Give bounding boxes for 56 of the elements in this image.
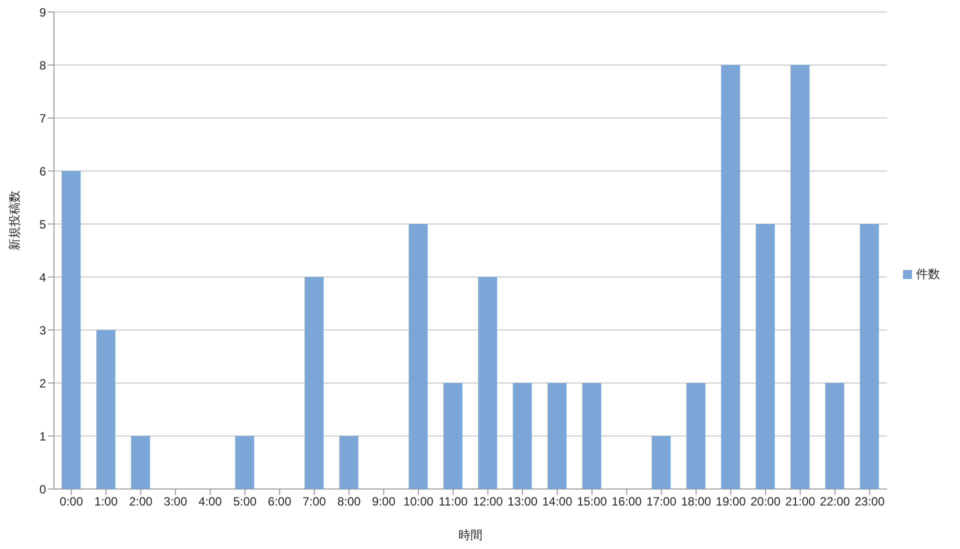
x-tick-label: 21:00 xyxy=(785,494,816,509)
x-tick-label: 13:00 xyxy=(508,494,538,509)
x-tick-label: 20:00 xyxy=(750,494,781,509)
x-tick-label: 19:00 xyxy=(716,494,746,509)
bar xyxy=(512,383,532,489)
x-tick-label: 1:00 xyxy=(94,494,118,509)
y-tick-label: 4 xyxy=(39,270,46,284)
y-tick-label: 6 xyxy=(39,164,46,178)
bar xyxy=(721,65,740,489)
x-tick-label: 5:00 xyxy=(233,494,257,509)
x-tick-label: 12:00 xyxy=(472,494,504,509)
bar xyxy=(339,436,358,489)
y-tick-label: 2 xyxy=(39,376,46,390)
bar xyxy=(443,383,462,489)
x-tick-label: 8:00 xyxy=(337,494,362,509)
y-tick-label: 1 xyxy=(39,429,46,444)
x-tick-label: 10:00 xyxy=(403,494,434,509)
bar xyxy=(131,436,150,489)
bar xyxy=(304,277,324,489)
y-tick-label: 7 xyxy=(39,111,46,126)
x-axis-title: 時間 xyxy=(458,528,482,542)
x-tick-label: 14:00 xyxy=(542,494,573,509)
x-tick-label: 9:00 xyxy=(372,494,396,509)
x-tick-label: 22:00 xyxy=(820,494,850,509)
bar xyxy=(860,224,879,489)
y-tick-label: 8 xyxy=(39,58,46,72)
y-axis-title: 新規投稿数 xyxy=(7,190,22,250)
bar xyxy=(652,436,671,489)
x-tick-label: 7:00 xyxy=(302,494,326,509)
x-tick-label: 18:00 xyxy=(681,494,712,509)
x-tick-label: 6:00 xyxy=(268,494,292,509)
bar xyxy=(478,277,498,489)
x-tick-label: 23:00 xyxy=(854,494,885,509)
x-tick-label: 2:00 xyxy=(129,494,153,509)
x-tick-label: 16:00 xyxy=(612,494,642,509)
bar xyxy=(62,171,81,489)
y-tick-label: 3 xyxy=(39,323,46,338)
bar xyxy=(548,383,567,489)
x-tick-label: 3:00 xyxy=(164,494,188,509)
y-tick-label: 9 xyxy=(39,5,46,20)
bar xyxy=(96,330,116,489)
bar xyxy=(756,224,775,489)
bar xyxy=(686,383,706,489)
x-tick-label: 0:00 xyxy=(60,494,84,509)
bar xyxy=(582,383,602,489)
x-tick-label: 4:00 xyxy=(198,494,222,509)
bar xyxy=(825,383,844,489)
x-tick-label: 11:00 xyxy=(438,494,468,509)
x-tick-label: 15:00 xyxy=(576,494,608,509)
bar xyxy=(235,436,254,489)
y-tick-label: 0 xyxy=(39,482,46,496)
legend-label: 件数 xyxy=(916,267,940,281)
x-tick-label: 17:00 xyxy=(646,494,677,509)
y-tick-label: 5 xyxy=(39,217,46,232)
bar xyxy=(408,224,428,489)
bar xyxy=(790,65,810,489)
